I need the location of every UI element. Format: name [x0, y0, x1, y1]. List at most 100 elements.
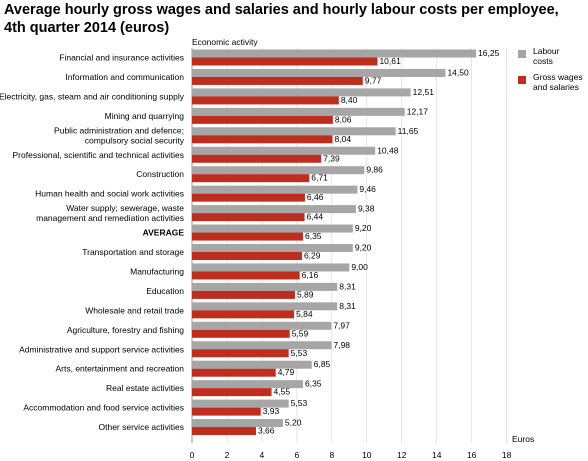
data-label-gross-wages: 5,59 [292, 328, 309, 338]
data-label-gross-wages: 9,77 [365, 75, 382, 85]
bar-gross-wages [192, 193, 305, 202]
chart-title: Average hourly gross wages and salaries … [4, 2, 559, 36]
bar-labour-costs [192, 399, 289, 408]
data-label-labour-costs: 10,48 [377, 145, 399, 155]
bar-labour-costs [192, 146, 376, 155]
category-axis-label: Economic activity [192, 37, 258, 47]
bar-gross-wages [192, 252, 302, 260]
bar-gross-wages [192, 76, 363, 85]
data-label-labour-costs: 6,35 [305, 379, 322, 389]
data-label-gross-wages: 3,93 [263, 406, 280, 416]
category-label: Human health and social work activities [35, 189, 184, 199]
data-label-gross-wages: 3,66 [258, 426, 275, 436]
bar-gross-wages [192, 96, 339, 105]
data-label-labour-costs: 9,00 [351, 262, 368, 272]
data-label-gross-wages: 6,46 [307, 192, 324, 202]
category-label: Arts, entertainment and recreation [55, 364, 184, 374]
x-tick-label: 18 [502, 450, 512, 460]
x-tick-label: 2 [225, 450, 230, 460]
bar-labour-costs [192, 419, 283, 428]
category-label: Information and communication [65, 72, 184, 82]
bar-labour-costs [192, 224, 353, 233]
category-label: Transportation and storage [82, 247, 184, 257]
x-tick-label: 0 [190, 450, 195, 460]
bar-labour-costs [192, 263, 350, 272]
data-label-gross-wages: 8,04 [335, 134, 352, 144]
data-label-gross-wages: 8,40 [341, 95, 358, 105]
data-label-gross-wages: 5,53 [291, 348, 308, 358]
category-label: Water supply; sewerage, waste [66, 203, 184, 213]
x-tick-label: 10 [362, 450, 372, 460]
data-label-gross-wages: 6,71 [311, 173, 328, 183]
data-label-labour-costs: 8,31 [339, 281, 356, 291]
category-label: Mining and quarrying [105, 111, 185, 121]
category-label: Financial and insurance activities [59, 53, 184, 63]
data-label-labour-costs: 9,20 [355, 223, 372, 233]
legend-label-labour-costs: costs [533, 56, 553, 66]
bar-gross-wages [192, 290, 295, 299]
data-label-gross-wages: 5,84 [296, 309, 313, 319]
category-label: Real estate activities [106, 383, 184, 393]
category-label: Public administration and defence; [54, 125, 184, 135]
bar-labour-costs [192, 68, 446, 77]
legend-label-gross-wages: Gross wages [533, 72, 583, 82]
x-tick-label: 12 [397, 450, 407, 460]
bar-labour-costs [192, 185, 358, 194]
data-label-gross-wages: 7,39 [323, 153, 340, 163]
x-tick-label: 4 [260, 450, 265, 460]
data-label-gross-wages: 5,89 [297, 289, 314, 299]
bar-labour-costs [192, 244, 353, 252]
category-label: Accommodation and food service activitie… [23, 403, 184, 413]
legend-swatch-gross-wages [518, 76, 526, 84]
category-label: Wholesale and retail trade [85, 305, 184, 315]
x-tick-label: 8 [329, 450, 334, 460]
bar-gross-wages [192, 388, 272, 397]
category-label: Manufacturing [130, 266, 184, 276]
x-tick-label: 16 [467, 450, 477, 460]
bar-labour-costs [192, 107, 405, 116]
data-label-labour-costs: 6,85 [314, 359, 331, 369]
bar-gross-wages [192, 407, 261, 416]
bar-labour-costs [192, 49, 477, 58]
category-label: management and remediation activities [36, 213, 184, 223]
category-label: Electricity, gas, steam and air conditio… [0, 91, 185, 101]
category-label: Other service activities [99, 422, 185, 432]
data-label-labour-costs: 7,98 [333, 340, 350, 350]
bar-gross-wages [192, 154, 322, 163]
bar-gross-wages [192, 213, 305, 222]
category-label: Education [146, 286, 184, 296]
legend-label-gross-wages: and salaries [533, 82, 579, 92]
bar-gross-wages [192, 329, 290, 338]
bar-gross-wages [192, 57, 378, 66]
bar-labour-costs [192, 88, 411, 97]
category-label: Professional, scientific and technical a… [13, 150, 185, 160]
data-label-labour-costs: 9,46 [359, 184, 376, 194]
bar-labour-costs [192, 321, 332, 330]
category-label: AVERAGE [143, 228, 185, 238]
data-label-labour-costs: 11,65 [398, 126, 419, 136]
category-label: compulsory social security [85, 135, 185, 145]
data-label-gross-wages: 6,44 [307, 212, 324, 222]
data-label-labour-costs: 12,51 [413, 87, 435, 97]
data-label-gross-wages: 4,79 [278, 367, 295, 377]
bar-gross-wages [192, 427, 256, 436]
category-label: Administrative and support service activ… [19, 344, 184, 354]
category-labels: Financial and insurance activities Inform… [0, 53, 185, 433]
data-label-labour-costs: 9,86 [366, 165, 383, 175]
data-label-labour-costs: 8,31 [339, 301, 356, 311]
category-label: Construction [136, 169, 184, 179]
bar-gross-wages [192, 174, 310, 183]
data-label-gross-wages: 8,06 [335, 114, 352, 124]
data-label-labour-costs: 9,20 [355, 243, 372, 253]
legend-swatch-labour-costs [518, 50, 526, 58]
data-label-gross-wages: 6,16 [302, 270, 319, 280]
data-label-labour-costs: 9,38 [358, 204, 375, 214]
data-label-labour-costs: 5,20 [285, 418, 302, 428]
legend-label-labour-costs: Labour [533, 46, 560, 56]
x-tick-label: 6 [295, 450, 300, 460]
bar-gross-wages [192, 310, 295, 319]
data-label-labour-costs: 12,17 [407, 106, 429, 116]
category-label: Agriculture, forestry and fishing [67, 325, 184, 335]
